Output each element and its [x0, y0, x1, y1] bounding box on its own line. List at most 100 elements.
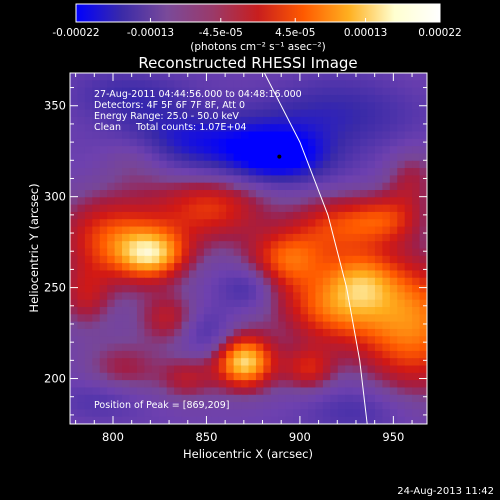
heatmap-cell	[270, 160, 279, 169]
heatmap-cell	[293, 182, 302, 191]
heatmap-cell	[107, 204, 116, 213]
heatmap-cell	[129, 387, 138, 396]
heatmap-cell	[419, 160, 427, 169]
heatmap-cell	[248, 270, 257, 279]
heatmap-cell	[181, 299, 190, 308]
heatmap-cell	[300, 328, 309, 337]
heatmap-cell	[99, 380, 108, 389]
heatmap-cell	[367, 116, 376, 125]
heatmap-cell	[166, 160, 175, 169]
heatmap-cell	[248, 328, 257, 337]
heatmap-cell	[300, 219, 309, 228]
heatmap-cell	[114, 372, 123, 381]
heatmap-cell	[129, 160, 138, 169]
heatmap-cell	[233, 263, 242, 272]
heatmap-cell	[77, 182, 86, 191]
heatmap-cell	[107, 387, 116, 396]
heatmap-cell	[92, 73, 101, 81]
heatmap-cell	[196, 255, 205, 264]
heatmap-cell	[404, 299, 413, 308]
heatmap-cell	[196, 416, 205, 424]
heatmap-cell	[367, 292, 376, 301]
heatmap-cell	[99, 124, 108, 133]
heatmap-cell	[278, 255, 287, 264]
heatmap-cell	[322, 197, 331, 206]
heatmap-cell	[404, 182, 413, 191]
heatmap-cell	[322, 102, 331, 111]
heatmap-cell	[315, 219, 324, 228]
heatmap-cell	[203, 328, 212, 337]
heatmap-cell	[203, 219, 212, 228]
heatmap-cell	[345, 94, 354, 103]
heatmap-cell	[330, 270, 339, 279]
heatmap-cell	[159, 292, 168, 301]
heatmap-cell	[114, 80, 123, 89]
heatmap-cell	[136, 248, 145, 257]
heatmap-cell	[360, 336, 369, 345]
heatmap-cell	[159, 211, 168, 220]
heatmap-cell	[159, 328, 168, 337]
heatmap-cell	[374, 380, 383, 389]
heatmap-cell	[189, 109, 198, 118]
heatmap-cell	[129, 270, 138, 279]
heatmap-cell	[99, 394, 108, 403]
heatmap-cell	[196, 153, 205, 162]
heatmap-cell	[263, 248, 272, 257]
heatmap-cell	[122, 241, 131, 250]
heatmap-cell	[315, 336, 324, 345]
heatmap-cell	[159, 204, 168, 213]
heatmap-cell	[293, 153, 302, 162]
heatmap-cell	[122, 285, 131, 293]
heatmap-cell	[270, 285, 279, 293]
heatmap-cell	[300, 241, 309, 250]
heatmap-cell	[337, 138, 346, 147]
heatmap-cell	[345, 365, 354, 374]
heatmap-cell	[181, 146, 190, 155]
heatmap-cell	[107, 226, 116, 235]
heatmap-cell	[300, 190, 309, 198]
heatmap-cell	[233, 277, 242, 286]
heatmap-cell	[419, 416, 427, 424]
heatmap-cell	[107, 299, 116, 308]
heatmap-cell	[278, 263, 287, 272]
heatmap-cell	[345, 380, 354, 389]
heatmap-cell	[412, 255, 421, 264]
heatmap-cell	[255, 94, 264, 103]
heatmap-cell	[114, 358, 123, 367]
heatmap-cell	[337, 402, 346, 410]
heatmap-cell	[419, 219, 427, 228]
heatmap-cell	[174, 299, 183, 308]
heatmap-cell	[241, 197, 250, 206]
heatmap-cell	[278, 402, 287, 410]
heatmap-cell	[255, 285, 264, 293]
heatmap-cell	[203, 204, 212, 213]
heatmap-cell	[114, 321, 123, 330]
heatmap-cell	[203, 87, 212, 96]
heatmap-cell	[166, 80, 175, 89]
heatmap-cell	[345, 263, 354, 272]
heatmap-cell	[352, 285, 361, 293]
heatmap-cell	[248, 416, 257, 424]
heatmap-cell	[144, 219, 153, 228]
heatmap-cell	[144, 416, 153, 424]
heatmap-cell	[263, 321, 272, 330]
heatmap-cell	[345, 197, 354, 206]
heatmap-cell	[293, 175, 302, 184]
heatmap-cell	[382, 299, 391, 308]
heatmap-cell	[397, 255, 406, 264]
heatmap-cell	[300, 116, 309, 125]
heatmap-cell	[255, 138, 264, 147]
heatmap-cell	[360, 87, 369, 96]
heatmap-cell	[129, 343, 138, 352]
heatmap-cell	[285, 153, 294, 162]
heatmap-cell	[77, 241, 86, 250]
heatmap-cell	[374, 270, 383, 279]
heatmap-cell	[293, 138, 302, 147]
heatmap-image	[70, 73, 427, 424]
heatmap-cell	[144, 248, 153, 257]
heatmap-cell	[404, 380, 413, 389]
colorbar-unit-label: (photons cm⁻² s⁻¹ asec⁻²)	[190, 41, 325, 53]
heatmap-cell	[226, 116, 235, 125]
heatmap-cell	[241, 168, 250, 176]
heatmap-cell	[151, 350, 160, 359]
